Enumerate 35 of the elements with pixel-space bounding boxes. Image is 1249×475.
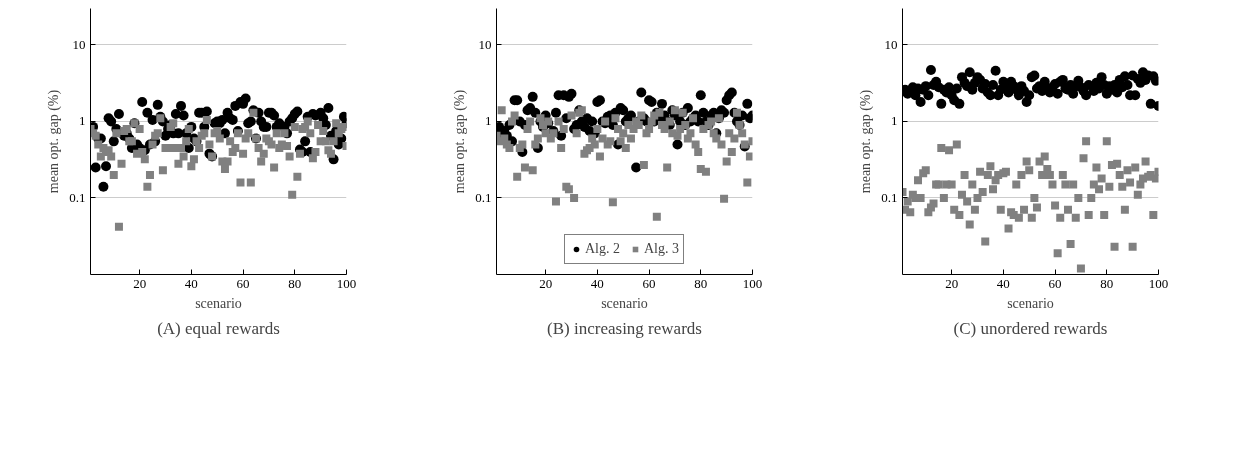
text: (A) equal rewards (157, 318, 280, 338)
x-tick-label: 60 (1048, 275, 1062, 291)
y-axis-title: mean opt. gap (%) (452, 89, 469, 194)
y-tick-label: 0.1 (475, 190, 492, 205)
x-tick-label: 20 (945, 275, 959, 291)
y-tick-label: 0.1 (69, 190, 86, 205)
x-tick-label: 60 (642, 275, 656, 291)
y-tick-label: 0.1 (881, 190, 898, 205)
x-tick-label: 80 (1100, 275, 1114, 291)
text: (C) unordered rewards (953, 318, 1108, 338)
y-axis-title: mean opt. gap (%) (46, 89, 63, 194)
x-axis-title: scenario (601, 295, 648, 311)
x-axis-title: scenario (195, 295, 242, 311)
y-tick-label: 10 (884, 37, 898, 52)
x-tick-label: 80 (288, 275, 302, 291)
y-tick-label: 1 (79, 113, 86, 129)
x-tick-label: 100 (336, 275, 357, 291)
y-tick-label: 10 (72, 37, 86, 52)
y-tick-label: 1 (891, 113, 898, 129)
x-tick-label: 40 (590, 275, 604, 291)
x-tick-label: 40 (996, 275, 1010, 291)
y-tick-label: 1 (485, 113, 492, 129)
x-tick-label: 60 (236, 275, 250, 291)
text: Alg. 2 (585, 241, 620, 257)
x-tick-label: 80 (694, 275, 708, 291)
x-axis-title: scenario (1007, 295, 1054, 311)
y-tick-label: 10 (478, 37, 492, 52)
y-axis-title: mean opt. gap (%) (858, 89, 875, 194)
x-tick-label: 20 (539, 275, 553, 291)
x-tick-label: 20 (133, 275, 147, 291)
legend-label: Alg. 3 (644, 241, 679, 257)
text: (B) increasing rewards (547, 318, 702, 338)
x-tick-label: 40 (184, 275, 198, 291)
x-tick-label: 100 (1148, 275, 1169, 291)
x-tick-label: 100 (742, 275, 763, 291)
